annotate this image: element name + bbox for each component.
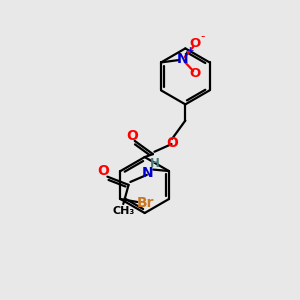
Text: N: N [176, 52, 188, 66]
Text: -: - [201, 30, 205, 43]
Text: H: H [150, 157, 160, 169]
Text: N: N [142, 166, 153, 180]
Text: O: O [126, 129, 138, 142]
Text: O: O [166, 136, 178, 150]
Text: Br: Br [136, 196, 154, 210]
Text: +: + [186, 46, 195, 56]
Text: O: O [97, 164, 109, 178]
Text: CH₃: CH₃ [112, 206, 134, 215]
Text: O: O [189, 37, 200, 50]
Text: O: O [189, 68, 200, 80]
